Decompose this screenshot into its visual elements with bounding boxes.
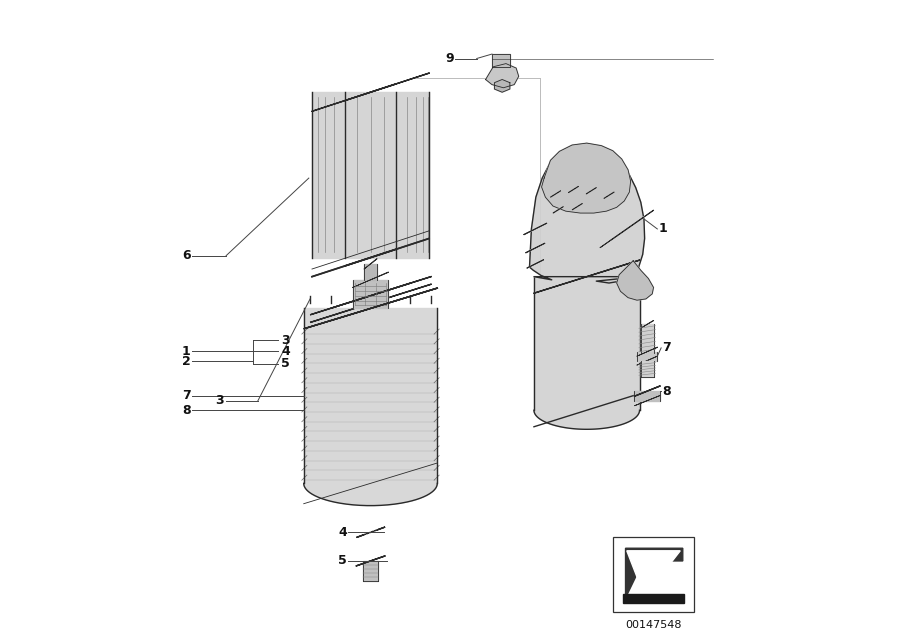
Polygon shape [529, 146, 644, 283]
Text: 1: 1 [182, 345, 191, 357]
Polygon shape [312, 73, 429, 111]
Text: 4: 4 [282, 345, 290, 357]
Polygon shape [572, 204, 582, 210]
Text: 9: 9 [446, 52, 454, 65]
Polygon shape [641, 361, 653, 377]
Polygon shape [568, 186, 579, 193]
Polygon shape [356, 527, 384, 537]
Polygon shape [634, 386, 660, 396]
Polygon shape [551, 191, 561, 197]
Polygon shape [364, 530, 377, 535]
Text: 00147548: 00147548 [626, 619, 682, 630]
Polygon shape [363, 561, 378, 581]
Polygon shape [353, 272, 388, 287]
Text: 2: 2 [182, 355, 191, 368]
Polygon shape [356, 556, 385, 566]
Polygon shape [303, 308, 437, 483]
Text: 8: 8 [182, 404, 191, 417]
Polygon shape [331, 283, 410, 308]
Text: 7: 7 [662, 342, 671, 354]
Polygon shape [637, 352, 657, 361]
Polygon shape [494, 80, 510, 92]
Text: 7: 7 [182, 389, 191, 402]
Text: 1: 1 [659, 223, 668, 235]
Polygon shape [492, 54, 509, 67]
Polygon shape [534, 410, 640, 429]
Text: 5: 5 [338, 555, 347, 567]
Polygon shape [604, 192, 614, 198]
Polygon shape [527, 260, 544, 268]
Polygon shape [303, 483, 437, 506]
Text: 4: 4 [338, 526, 347, 539]
Polygon shape [641, 321, 653, 328]
Polygon shape [626, 551, 680, 597]
Polygon shape [542, 143, 631, 213]
Polygon shape [312, 92, 429, 258]
Polygon shape [626, 548, 683, 598]
Polygon shape [534, 277, 640, 410]
Polygon shape [303, 288, 437, 329]
Polygon shape [310, 277, 431, 315]
Polygon shape [526, 244, 544, 252]
Polygon shape [616, 261, 653, 300]
Text: 3: 3 [282, 334, 290, 347]
Text: 6: 6 [182, 249, 191, 262]
Polygon shape [553, 207, 563, 213]
Polygon shape [364, 259, 377, 269]
Polygon shape [524, 223, 546, 235]
Polygon shape [586, 188, 597, 194]
Polygon shape [611, 218, 643, 240]
Text: 8: 8 [662, 385, 671, 398]
Text: 3: 3 [216, 394, 224, 407]
Polygon shape [534, 260, 640, 293]
Bar [613, 537, 694, 612]
Polygon shape [637, 347, 657, 356]
Polygon shape [623, 594, 684, 603]
Polygon shape [345, 84, 396, 100]
Polygon shape [364, 264, 377, 280]
Polygon shape [600, 211, 653, 247]
Polygon shape [353, 280, 388, 308]
Polygon shape [634, 391, 660, 401]
Text: 5: 5 [282, 357, 290, 370]
Polygon shape [303, 288, 437, 329]
Polygon shape [486, 64, 518, 88]
Polygon shape [641, 324, 653, 353]
